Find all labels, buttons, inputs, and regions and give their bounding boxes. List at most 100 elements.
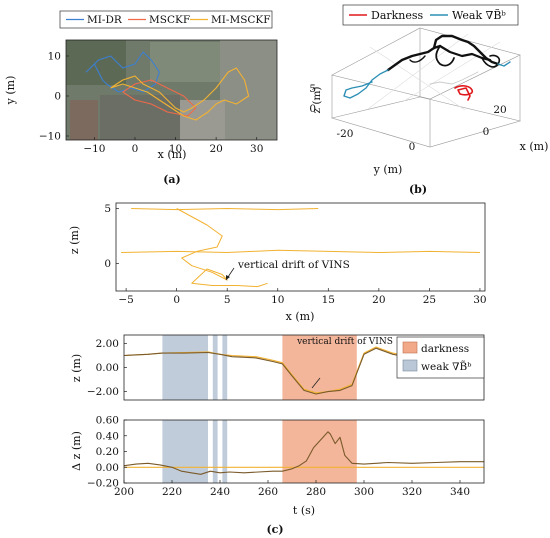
shaded-region-weak (222, 420, 228, 483)
x-tick-label: 30 (473, 294, 486, 306)
legend-label-weak-c2: weak ∇B̃ᵇ (421, 360, 471, 373)
x-tick-label: −10 (83, 143, 105, 155)
series-line-c3-msckf-error (124, 431, 484, 475)
shaded-region-darkness (282, 420, 357, 483)
shaded-region-weak (212, 335, 218, 400)
x-tick-label: 220 (162, 486, 182, 498)
series-line-a-msckf (122, 79, 197, 117)
shaded-region-weak (162, 420, 208, 483)
panel-label-c: (c) (266, 523, 283, 536)
shaded-region-weak (162, 335, 208, 400)
x-tick-label: 200 (114, 486, 134, 498)
x-tick-label: 10 (169, 143, 182, 155)
y-tick-label: 0 (104, 258, 111, 270)
x-tick-label: 280 (306, 486, 326, 498)
x-axis-label-a: x (m) (158, 148, 187, 161)
x-tick-label: 10 (271, 294, 284, 306)
y-tick-label: 0.00 (96, 462, 119, 474)
x-tick-label: 5 (224, 294, 231, 306)
legend-a: MI-DR MSCKF MI-MSCKF (59, 10, 273, 29)
x-axis-label-b: x (m) (520, 140, 549, 153)
x-tick-label: 260 (258, 486, 278, 498)
y-tick-label: −0.20 (87, 478, 119, 490)
y-tick-label: 0.00 (96, 362, 119, 374)
series-line-c1-level-5-m (131, 208, 319, 211)
shaded-region-weak (212, 420, 218, 483)
y-axis-label-b: y (m) (373, 163, 403, 176)
c2-annotation-line1: vertical drift of VINS (296, 337, 393, 347)
legend-swatch-darkness-c2 (402, 341, 418, 354)
x-tick-label: 0 (173, 294, 180, 306)
x-tick-label: −5 (118, 294, 133, 306)
b-zlabel-tick-0: 0 (309, 103, 316, 115)
y-tick-label: 10 (48, 51, 61, 63)
y-tick-label: 2.00 (96, 338, 119, 350)
x-tick-label: 240 (210, 486, 230, 498)
series-line-a-mi-msckf (110, 67, 250, 121)
trajectory-side-loop (435, 45, 455, 67)
legend-label-msckf: MSCKF (149, 14, 190, 26)
y-tick-label: −10 (39, 131, 61, 143)
y-tick-label: 5 (104, 203, 111, 215)
x-tick-label: 20 (209, 143, 222, 155)
trajectory-weak-segment-right (497, 61, 511, 67)
y-axis-label-c1: z (m) (68, 226, 81, 254)
b-ytick--20: -20 (337, 128, 354, 140)
z-axis-label-b: z (m) (311, 86, 323, 113)
b-ytick-0: 0 (409, 141, 416, 153)
x-tick-label: 300 (354, 486, 374, 498)
legend-label-darkness: Darkness (371, 9, 424, 22)
b-xtick-20: 20 (493, 104, 506, 116)
y-tick-label: 0 (54, 91, 61, 103)
c1-annotation-arrowhead (226, 275, 230, 280)
trajectory-weak-segment-left (343, 69, 389, 99)
panel-label-a: (a) (163, 173, 181, 186)
x-axis-label-c3: t (s) (293, 504, 315, 517)
b-xtick-0: 0 (483, 126, 490, 138)
aerial-texture (66, 40, 277, 140)
legend-label-darkness-c2: darkness (421, 343, 469, 355)
legend-swatch-weak-c2 (402, 359, 418, 372)
x-tick-label: 340 (450, 486, 470, 498)
legend-label-weak-gradient: Weak ∇B̃ᵇ (452, 9, 506, 22)
panel-c-bottom: 200 220 240 260 280 300 320 340 0.60 0.40 0.20 0.00… (70, 415, 485, 536)
series-line-c1-stairs (176, 208, 268, 288)
y-axis-label-a: y (m) (4, 76, 17, 106)
panel-b: Darkness Weak ∇B̃ᵇ (309, 4, 549, 196)
trajectory-ground-shadow (429, 71, 479, 85)
panel-a: −10 0 10 20 30 10 0 −10 MI-DR MSCKF MI-MSCKF x … (4, 10, 278, 186)
y-axis-label-c3: Δ z (m) (70, 431, 83, 471)
trajectory-3d (343, 34, 511, 101)
trajectory-small-loop (409, 55, 426, 63)
x-tick-label: 25 (423, 294, 436, 306)
panel-c-middle: 2.00 0.00 −2.00 vertical drift of VINS dar… (70, 334, 485, 401)
trajectory-darkness-segment (454, 85, 474, 101)
axes-3d-box (330, 27, 522, 148)
panel-label-b: (b) (409, 183, 427, 196)
trajectory-lower-branch (438, 44, 492, 62)
trajectory-main-path (386, 44, 442, 72)
y-tick-label: −2.00 (87, 386, 119, 398)
b-zlabel-tick-5: 5 (309, 83, 316, 95)
legend-c2: darkness weak ∇B̃ᵇ (396, 336, 485, 379)
y-tick-label: 0.40 (96, 430, 119, 442)
x-tick-label: 30 (250, 143, 263, 155)
y-tick-label: 0.20 (96, 446, 119, 458)
legend-label-mi-msckf: MI-MSCKF (211, 14, 271, 26)
c2-annotation-arrow (311, 377, 321, 389)
x-tick-label: 320 (402, 486, 422, 498)
y-tick-label: 0.60 (96, 415, 119, 427)
x-tick-label: 0 (132, 143, 139, 155)
legend-b: Darkness Weak ∇B̃ᵇ (342, 4, 519, 26)
x-tick-label: 20 (372, 294, 385, 306)
c1-annotation: vertical drift of VINS (237, 259, 350, 271)
legend-label-mi-dr: MI-DR (87, 14, 123, 26)
c1-plot-area (115, 202, 486, 292)
x-axis-label-c1: x (m) (286, 310, 315, 323)
x-tick-label: 15 (322, 294, 335, 306)
shaded-region-weak (222, 335, 228, 400)
y-axis-label-c2: z (m) (70, 354, 83, 382)
series-line-c1-level-1-m (121, 249, 480, 253)
